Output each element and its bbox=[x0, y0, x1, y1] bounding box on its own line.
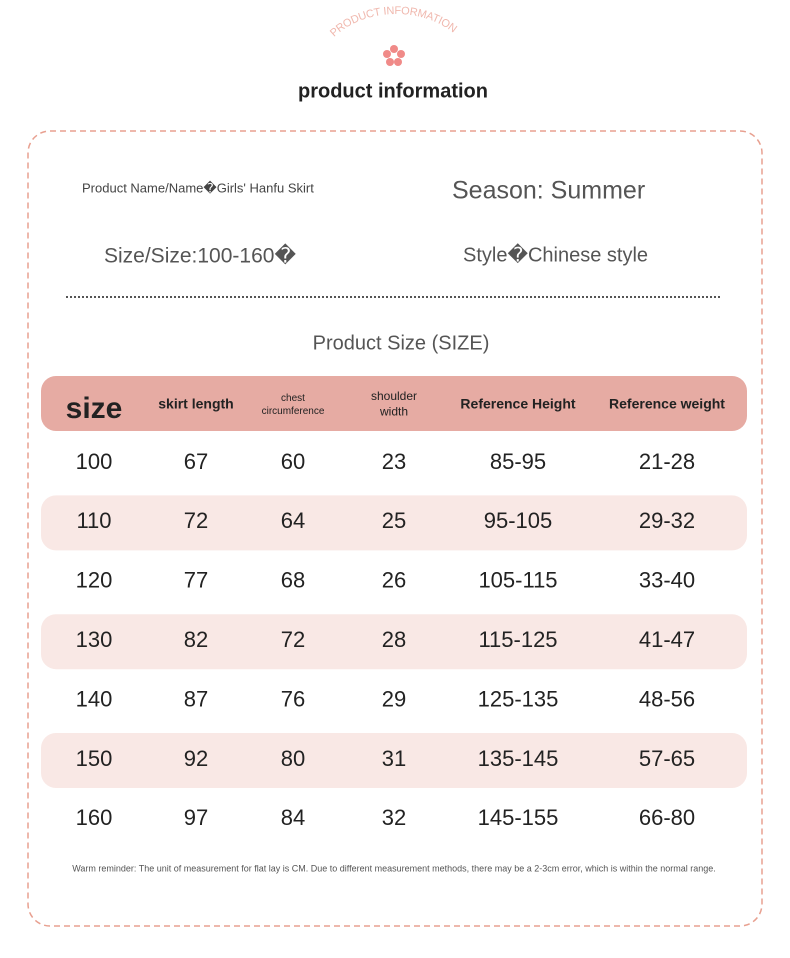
table-cell: 135-145 bbox=[478, 746, 559, 771]
table-cell: 82 bbox=[184, 627, 208, 652]
table-cell: 84 bbox=[281, 805, 305, 830]
table-title: Product Size (SIZE) bbox=[313, 332, 490, 354]
arc-heading: PRODUCT INFORMATION bbox=[328, 5, 459, 39]
table-cell: 66-80 bbox=[639, 805, 695, 830]
table-cell: 29 bbox=[382, 686, 406, 711]
table-cell: 115-125 bbox=[478, 627, 557, 652]
table-cell: 64 bbox=[281, 508, 305, 533]
note: Warm reminder: The unit of measurement f… bbox=[72, 863, 716, 873]
table-cell: 145-155 bbox=[478, 805, 559, 830]
table-cell: 87 bbox=[184, 686, 208, 711]
table-cell: 80 bbox=[281, 746, 305, 771]
header-cell: Reference Height bbox=[460, 396, 575, 412]
header-cell: chest circumference bbox=[262, 393, 325, 417]
table-header-bg bbox=[41, 376, 747, 431]
info-style: Style�Chinese style bbox=[463, 242, 648, 266]
table-cell: 41-47 bbox=[639, 627, 695, 652]
table-cell: 110 bbox=[76, 508, 111, 533]
row-bg bbox=[41, 614, 747, 670]
table-cell: 32 bbox=[382, 805, 406, 830]
arc-heading-text: PRODUCT INFORMATION bbox=[328, 5, 459, 39]
header-cell: size bbox=[66, 392, 123, 425]
table-cell: 48-56 bbox=[639, 686, 695, 711]
row-bg bbox=[41, 733, 747, 788]
table-cell: 29-32 bbox=[639, 508, 695, 533]
table-cell: 120 bbox=[76, 568, 113, 593]
table-cell: 57-65 bbox=[639, 746, 695, 771]
table-cell: 31 bbox=[382, 746, 406, 771]
table-cell: 28 bbox=[382, 627, 406, 652]
table-cell: 85-95 bbox=[490, 449, 546, 474]
table-cell: 160 bbox=[76, 805, 113, 830]
info-name: Product Name/Name�Girls' Hanfu Skirt bbox=[82, 179, 314, 195]
table-cell: 150 bbox=[76, 746, 113, 771]
table-cell: 25 bbox=[382, 508, 406, 533]
row-bg bbox=[41, 495, 747, 551]
table-cell: 95-105 bbox=[484, 508, 553, 533]
table-cell: 68 bbox=[281, 568, 305, 593]
table-cell: 105-115 bbox=[478, 568, 557, 593]
table-cell: 76 bbox=[281, 686, 305, 711]
info-frame bbox=[27, 130, 763, 927]
size-table: size skirt length chest circumference should… bbox=[41, 389, 747, 830]
table-cell: 33-40 bbox=[639, 568, 695, 593]
table-cell: 125-135 bbox=[478, 686, 559, 711]
header-cell: shoulder width bbox=[371, 389, 417, 419]
info-season: Season: Summer bbox=[452, 177, 645, 205]
table-cell: 23 bbox=[382, 449, 406, 474]
page-title: product information bbox=[298, 80, 488, 102]
table-cell: 140 bbox=[76, 686, 113, 711]
header-cell: skirt length bbox=[158, 396, 233, 412]
table-cell: 77 bbox=[184, 568, 208, 593]
table-cell: 72 bbox=[281, 627, 305, 652]
table-cell: 60 bbox=[281, 449, 305, 474]
table-cell: 72 bbox=[184, 508, 208, 533]
table-cell: 130 bbox=[76, 627, 113, 652]
table-cell: 97 bbox=[184, 805, 208, 830]
header-cell: Reference weight bbox=[609, 396, 725, 412]
table-cell: 21-28 bbox=[639, 449, 695, 474]
table-cell: 100 bbox=[76, 449, 113, 474]
info-size: Size/Size:100-160� bbox=[104, 243, 296, 268]
table-cell: 92 bbox=[184, 746, 208, 771]
table-cell: 26 bbox=[382, 568, 406, 593]
flower-icon bbox=[383, 45, 405, 66]
table-cell: 67 bbox=[184, 449, 208, 474]
